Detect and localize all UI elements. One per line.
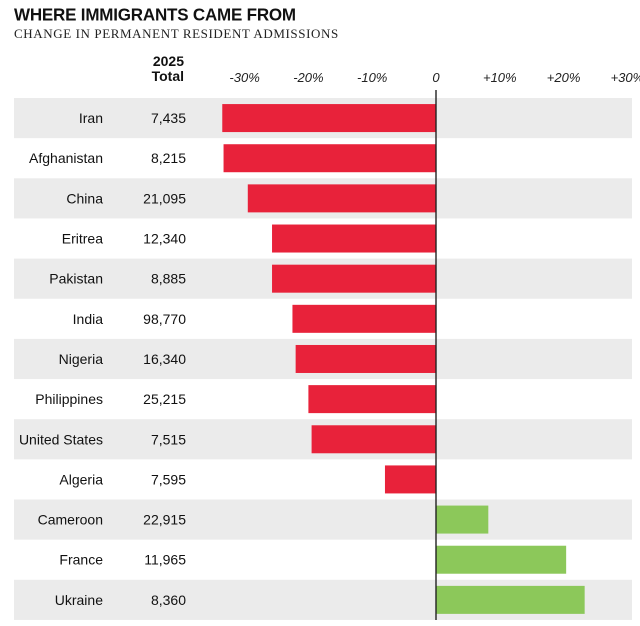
total-value: 8,885	[151, 271, 186, 287]
bar	[311, 425, 436, 454]
bar	[436, 585, 585, 614]
country-label: China	[66, 190, 103, 206]
bar	[295, 344, 436, 373]
x-tick-label: +30%	[611, 70, 640, 85]
bar	[223, 144, 436, 173]
total-value: 12,340	[143, 231, 186, 247]
x-tick-label: -20%	[293, 70, 323, 85]
chart-subtitle: CHANGE IN PERMANENT RESIDENT ADMISSIONS	[14, 26, 339, 41]
bar	[308, 385, 436, 414]
total-value: 7,595	[151, 471, 186, 487]
total-value: 7,435	[151, 110, 186, 126]
country-label: Nigeria	[59, 351, 104, 367]
country-label: Ukraine	[55, 592, 103, 608]
x-tick-label: +20%	[547, 70, 581, 85]
total-value: 7,515	[151, 431, 186, 447]
x-tick-label: -10%	[357, 70, 387, 85]
total-value: 21,095	[143, 190, 186, 206]
bar	[292, 304, 436, 333]
bar	[384, 465, 436, 494]
total-column-header: 2025 Total	[130, 54, 184, 84]
total-value: 11,965	[144, 552, 186, 568]
total-header-label: Total	[151, 68, 184, 84]
total-value: 16,340	[143, 351, 186, 367]
chart-title: WHERE IMMIGRANTS CAME FROM	[14, 5, 296, 25]
bar	[436, 505, 489, 534]
total-header-year: 2025	[152, 53, 184, 69]
x-tick-label: -30%	[229, 70, 259, 85]
country-label: Eritrea	[62, 231, 103, 247]
total-value: 22,915	[143, 512, 186, 528]
bar	[272, 264, 436, 293]
bar	[247, 184, 436, 213]
total-value: 25,215	[143, 391, 186, 407]
bar	[436, 545, 567, 574]
country-label: Cameroon	[38, 512, 103, 528]
bar	[272, 224, 436, 253]
total-value: 8,360	[151, 592, 186, 608]
country-label: Pakistan	[49, 271, 103, 287]
country-label: Philippines	[35, 391, 103, 407]
country-label: India	[73, 311, 104, 327]
bar	[222, 104, 436, 133]
x-tick-label: +10%	[483, 70, 517, 85]
country-label: Algeria	[59, 471, 103, 487]
country-label: Afghanistan	[29, 150, 103, 166]
country-label: United States	[19, 431, 103, 447]
country-label: Iran	[79, 110, 103, 126]
total-value: 98,770	[143, 311, 186, 327]
country-label: France	[59, 552, 103, 568]
x-tick-label: 0	[432, 70, 440, 85]
row-band	[14, 499, 632, 540]
total-value: 8,215	[151, 150, 186, 166]
